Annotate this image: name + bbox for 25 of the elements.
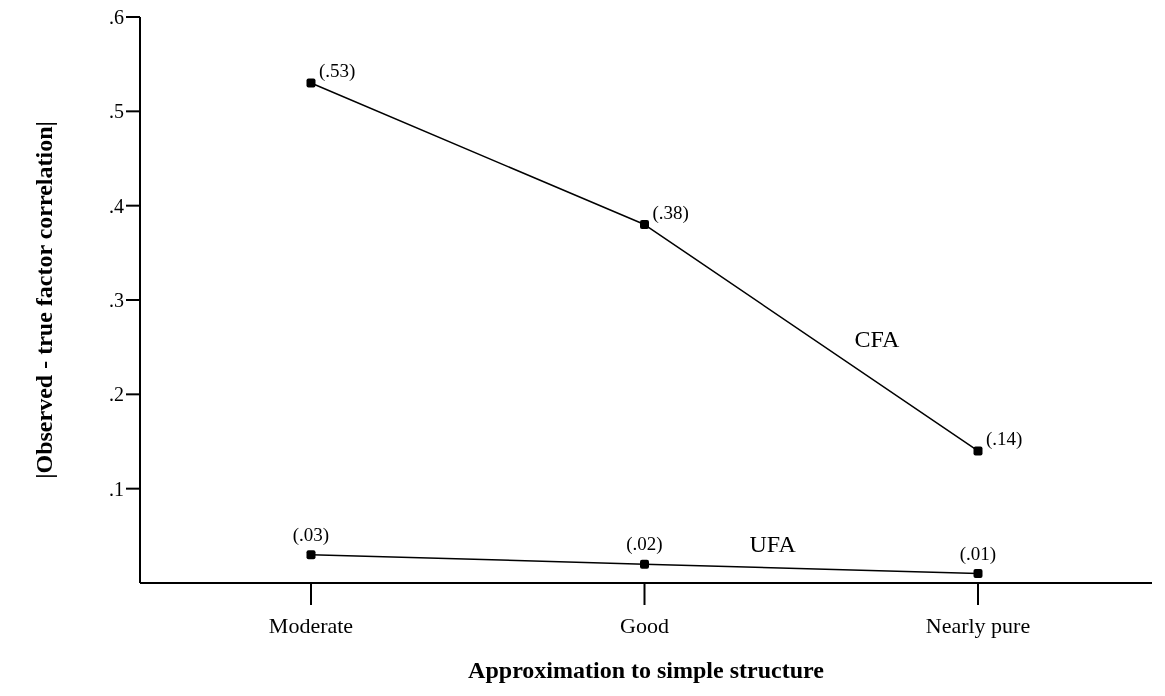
y-tick-label: .2 (109, 383, 124, 406)
y-tick-label: .4 (109, 194, 124, 217)
data-label: (.38) (652, 201, 689, 224)
point (640, 559, 649, 569)
point (973, 569, 983, 579)
y-axis-title: |Observed - true factor correlation| (30, 121, 57, 479)
series-label: CFA (854, 325, 901, 352)
data-label: (.53) (319, 60, 356, 83)
data-label: (.14) (986, 427, 1023, 450)
data-label: (.01) (959, 542, 997, 565)
x-tick-label: Nearly pure (925, 612, 1031, 638)
point (306, 550, 316, 560)
y-tick-label: .3 (109, 289, 124, 312)
data-label: (.03) (292, 523, 330, 546)
data-label: (.02) (626, 533, 663, 556)
x-tick-label: Moderate (268, 612, 354, 638)
y-tick-label: .5 (109, 100, 124, 123)
y-tick-label: .6 (109, 6, 124, 29)
x-axis-title: Approximation to simple structure (468, 657, 825, 683)
point (306, 78, 316, 88)
point (973, 446, 983, 456)
y-tick-label: .1 (109, 477, 124, 500)
point (640, 220, 649, 230)
x-tick-label: Good (620, 612, 669, 638)
series-label: UFA (749, 531, 797, 558)
